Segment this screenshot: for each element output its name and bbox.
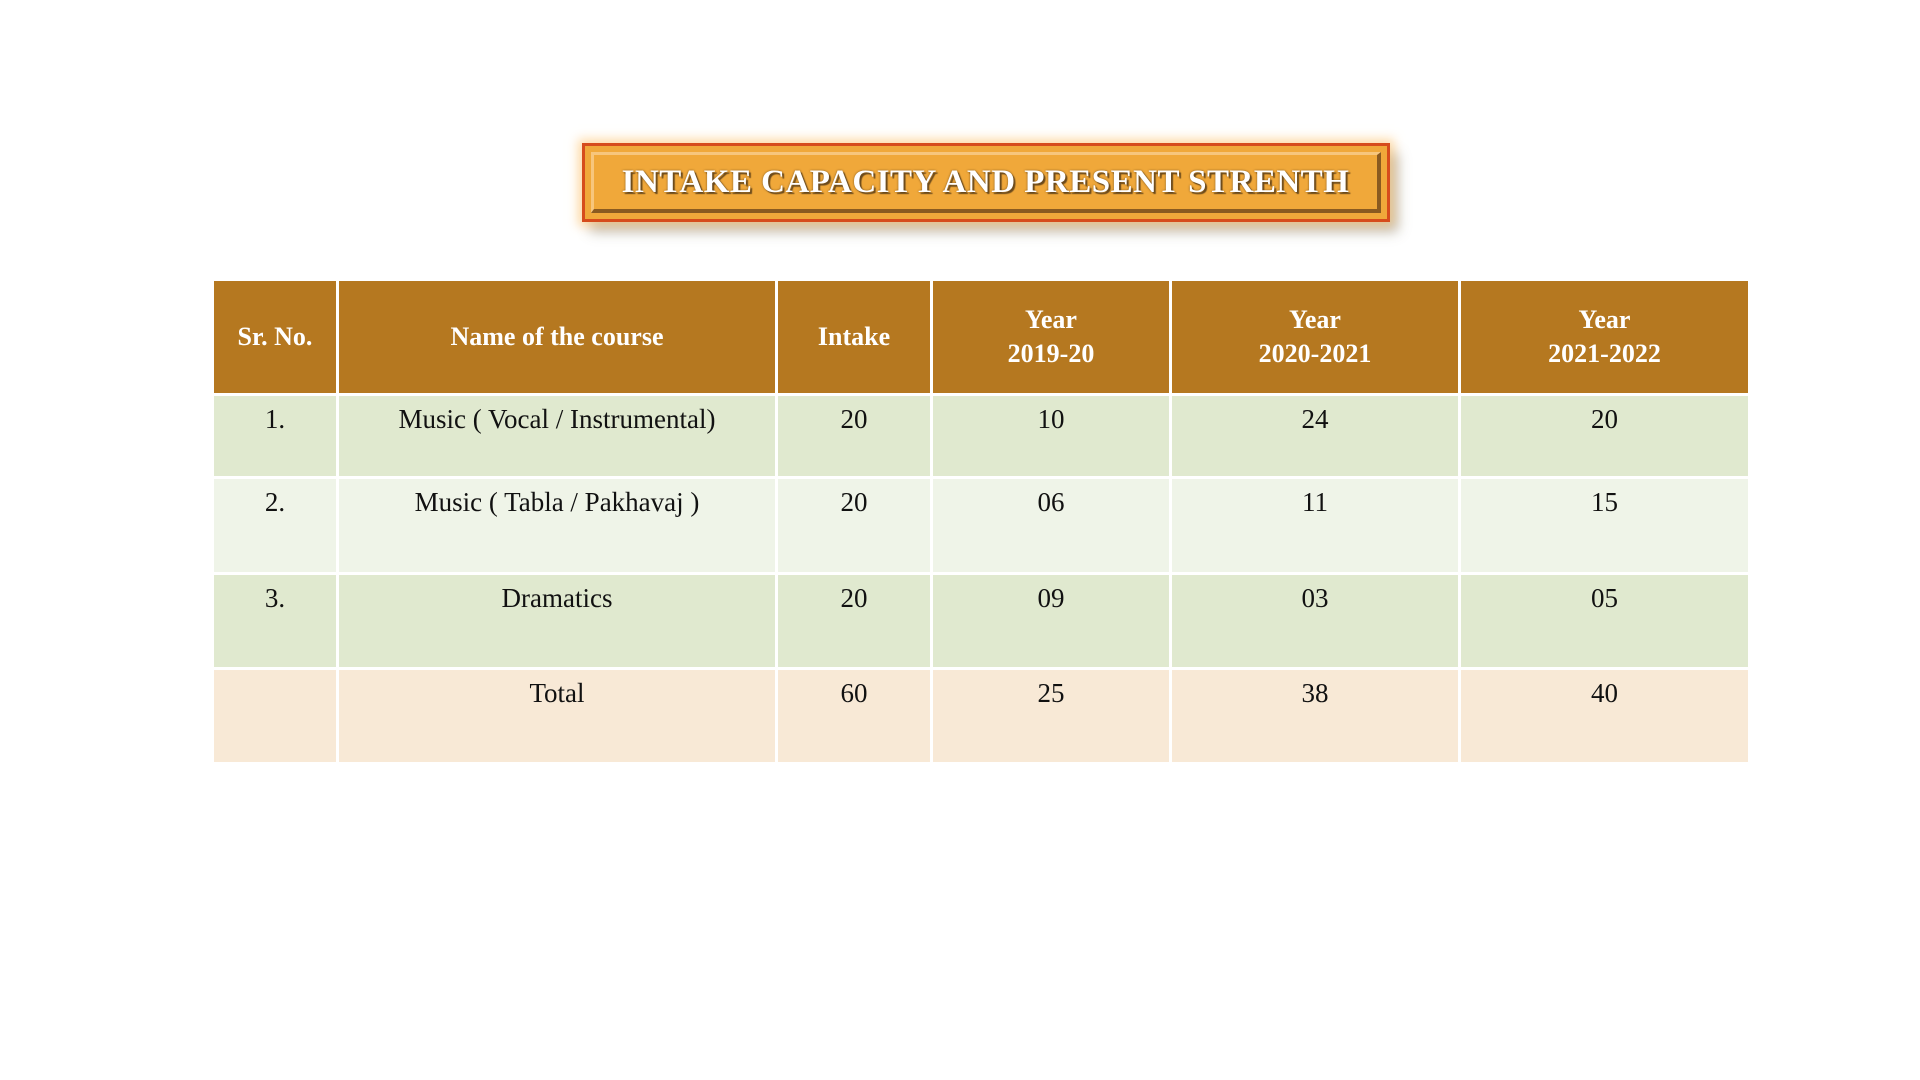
cell-sr-no: 2. bbox=[211, 476, 339, 575]
table-row: 1. Music ( Vocal / Instrumental) 20 10 2… bbox=[211, 393, 1751, 479]
header-intake: Intake bbox=[775, 278, 933, 396]
title-banner: INTAKE CAPACITY AND PRESENT STRENTH bbox=[582, 143, 1390, 222]
cell-year-2019-20: 09 bbox=[930, 572, 1172, 670]
header-text: Year bbox=[1578, 305, 1631, 334]
header-text: Year bbox=[1025, 305, 1077, 334]
table-header-row: Sr. No. Name of the course Intake Year 2… bbox=[211, 278, 1751, 396]
cell-year-2020-2021: 24 bbox=[1169, 393, 1461, 479]
cell-sr-no: 1. bbox=[211, 393, 339, 479]
cell-course-name: Music ( Tabla / Pakhavaj ) bbox=[336, 476, 778, 575]
cell-year-2021-2022: 15 bbox=[1458, 476, 1751, 575]
cell-course-name: Dramatics bbox=[336, 572, 778, 670]
header-text: 2019-20 bbox=[1007, 339, 1095, 368]
header-sr-no: Sr. No. bbox=[211, 278, 339, 396]
cell-sr-no bbox=[211, 667, 339, 765]
cell-total-2019-20: 25 bbox=[930, 667, 1172, 765]
intake-table: Sr. No. Name of the course Intake Year 2… bbox=[211, 278, 1751, 765]
header-course-name: Name of the course bbox=[336, 278, 778, 396]
cell-year-2019-20: 10 bbox=[930, 393, 1172, 479]
cell-total-intake: 60 bbox=[775, 667, 933, 765]
cell-total-2020-2021: 38 bbox=[1169, 667, 1461, 765]
header-year-2020-2021: Year 2020-2021 bbox=[1169, 278, 1461, 396]
header-text: 2021-2022 bbox=[1548, 339, 1661, 368]
table-total-row: Total 60 25 38 40 bbox=[211, 667, 1751, 765]
header-year-2019-20: Year 2019-20 bbox=[930, 278, 1172, 396]
cell-year-2020-2021: 03 bbox=[1169, 572, 1461, 670]
cell-course-name: Music ( Vocal / Instrumental) bbox=[336, 393, 778, 479]
cell-total-2021-2022: 40 bbox=[1458, 667, 1751, 765]
cell-total-label: Total bbox=[336, 667, 778, 765]
title-banner-inner: INTAKE CAPACITY AND PRESENT STRENTH bbox=[591, 152, 1381, 213]
cell-year-2021-2022: 20 bbox=[1458, 393, 1751, 479]
cell-intake: 20 bbox=[775, 393, 933, 479]
table-row: 2. Music ( Tabla / Pakhavaj ) 20 06 11 1… bbox=[211, 476, 1751, 575]
cell-sr-no: 3. bbox=[211, 572, 339, 670]
cell-year-2020-2021: 11 bbox=[1169, 476, 1461, 575]
header-text: Intake bbox=[817, 322, 891, 351]
header-text: Sr. No. bbox=[237, 322, 313, 351]
cell-year-2021-2022: 05 bbox=[1458, 572, 1751, 670]
cell-intake: 20 bbox=[775, 572, 933, 670]
header-text: Year bbox=[1289, 305, 1341, 334]
header-year-2021-2022: Year 2021-2022 bbox=[1458, 278, 1751, 396]
header-text: Name of the course bbox=[450, 322, 664, 351]
cell-intake: 20 bbox=[775, 476, 933, 575]
page-title: INTAKE CAPACITY AND PRESENT STRENTH bbox=[621, 163, 1350, 200]
cell-year-2019-20: 06 bbox=[930, 476, 1172, 575]
table-row: 3. Dramatics 20 09 03 05 bbox=[211, 572, 1751, 670]
header-text: 2020-2021 bbox=[1258, 339, 1372, 368]
